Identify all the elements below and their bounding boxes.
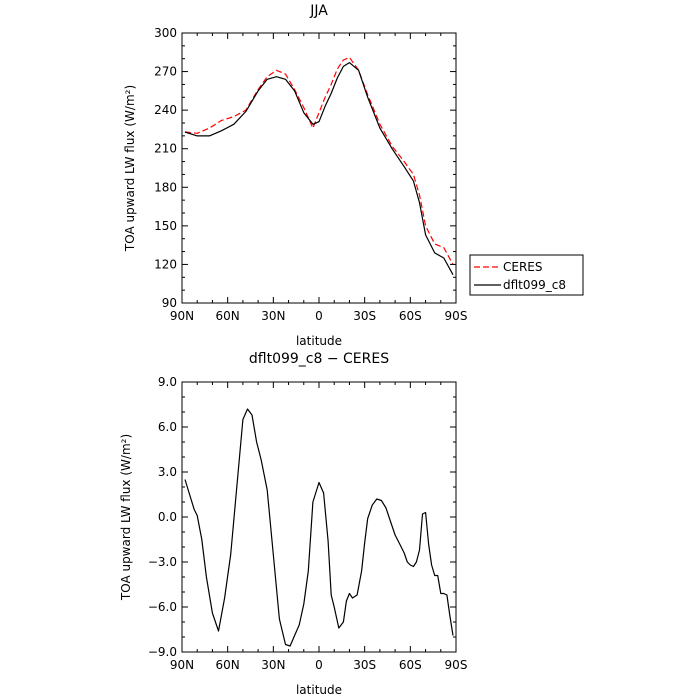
top-series-group bbox=[184, 56, 454, 275]
bottom-series-group bbox=[184, 408, 454, 647]
top-x-tick-label: 30S bbox=[353, 309, 376, 323]
top-series-line-ceres bbox=[184, 56, 454, 265]
bottom-x-axis-label: latitude bbox=[296, 683, 342, 697]
bottom-y-tick-label: 0.0 bbox=[158, 510, 177, 524]
bottom-x-tick-label: 90N bbox=[170, 658, 194, 672]
bottom-y-tick-label: 6.0 bbox=[158, 420, 177, 434]
bottom-x-tick-label: 0 bbox=[315, 658, 323, 672]
bottom-y-tick-label: 9.0 bbox=[158, 375, 177, 389]
bottom-panel: dflt099_c8 − CERES 90N 60N 30N 0 30S 60S 90S −9… bbox=[119, 351, 467, 697]
top-x-tick-label: 0 bbox=[315, 309, 323, 323]
top-y-tick-label: 120 bbox=[154, 257, 177, 271]
bottom-x-tick-label: 60S bbox=[399, 658, 422, 672]
legend: CERES dflt099_c8 bbox=[469, 254, 584, 296]
top-y-tick-label: 210 bbox=[154, 142, 177, 156]
top-x-tick-label: 60S bbox=[399, 309, 422, 323]
bottom-ticks-group: 90N 60N 30N 0 30S 60S 90S −9.0 −6.0 −3.0 0.0 3.0 6.0… bbox=[148, 375, 468, 672]
bottom-x-tick-label: 30S bbox=[353, 658, 376, 672]
top-x-tick-label: 30N bbox=[261, 309, 285, 323]
bottom-y-tick-label: −9.0 bbox=[148, 645, 177, 659]
top-panel: JJA 90N 60N 30N 0 30S 60S 90S 90 120 150 180 210 240… bbox=[123, 3, 584, 348]
top-series-line-dflt099-c8 bbox=[184, 61, 454, 275]
top-plot-frame bbox=[181, 32, 457, 304]
top-y-tick-label: 150 bbox=[154, 219, 177, 233]
top-x-tick-label: 60N bbox=[216, 309, 240, 323]
bottom-y-axis-label: TOA upward LW flux (W/m²) bbox=[119, 434, 133, 601]
legend-frame bbox=[469, 254, 584, 296]
bottom-x-tick-label: 60N bbox=[216, 658, 240, 672]
legend-label-dflt099: dflt099_c8 bbox=[503, 278, 566, 292]
top-y-tick-label: 240 bbox=[154, 103, 177, 117]
legend-label-ceres: CERES bbox=[503, 260, 543, 274]
top-x-tick-label: 90S bbox=[445, 309, 468, 323]
top-ticks-group: 90N 60N 30N 0 30S 60S 90S 90 120 150 180 210 240 270 3… bbox=[154, 26, 467, 323]
top-chart-title: JJA bbox=[309, 3, 328, 19]
bottom-y-tick-label: 3.0 bbox=[158, 465, 177, 479]
bottom-chart-title: dflt099_c8 − CERES bbox=[249, 351, 389, 367]
top-y-tick-label: 270 bbox=[154, 65, 177, 79]
top-y-tick-label: 300 bbox=[154, 26, 177, 40]
top-x-axis-label: latitude bbox=[296, 334, 342, 348]
top-y-axis-label: TOA upward LW flux (W/m²) bbox=[123, 85, 137, 252]
bottom-plot-frame bbox=[181, 381, 457, 653]
top-y-tick-label: 90 bbox=[162, 296, 177, 310]
bottom-y-tick-label: −3.0 bbox=[148, 555, 177, 569]
bottom-x-tick-label: 30N bbox=[261, 658, 285, 672]
top-x-tick-label: 90N bbox=[170, 309, 194, 323]
top-y-tick-label: 180 bbox=[154, 180, 177, 194]
bottom-series-line-0 bbox=[184, 408, 454, 647]
bottom-y-tick-label: −6.0 bbox=[148, 600, 177, 614]
bottom-x-tick-label: 90S bbox=[445, 658, 468, 672]
